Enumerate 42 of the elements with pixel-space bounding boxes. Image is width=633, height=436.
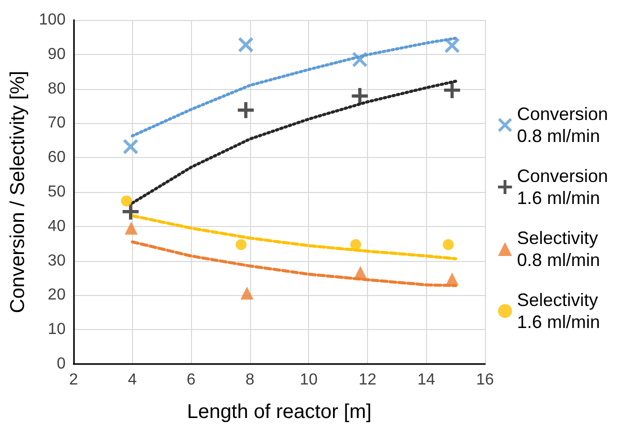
x-tick-label: 10 — [300, 372, 318, 388]
point — [238, 102, 254, 118]
y-tick-label: 10 — [48, 321, 66, 338]
point — [446, 272, 459, 286]
point — [238, 37, 254, 52]
point — [442, 239, 454, 250]
y-tick-label: 50 — [48, 184, 66, 200]
y-tick-label: 90 — [48, 46, 66, 63]
y-tick-label: 30 — [48, 252, 66, 270]
point — [124, 222, 138, 235]
point — [240, 286, 254, 300]
y-tick-label: 60 — [48, 149, 66, 166]
x-tick-label: 8 — [245, 372, 254, 388]
point — [444, 38, 460, 53]
point — [121, 195, 132, 206]
y-axis-title: Conversion / Selectivity [%] — [7, 70, 29, 314]
point — [123, 139, 138, 154]
line-series — [130, 240, 458, 288]
y-tick-label: 70 — [48, 114, 66, 132]
x-tick-label: 2 — [69, 372, 78, 388]
legend-label: Conversion 1.6 ml/min — [517, 166, 614, 208]
point — [350, 239, 362, 250]
x-tick-label: 16 — [476, 372, 494, 388]
x-axis-title: Length of reactor [m] — [187, 401, 372, 423]
legend-label: Selectivity 0.8 ml/min — [517, 228, 604, 270]
x-tick-label: 14 — [417, 372, 436, 388]
point — [236, 239, 247, 250]
point — [444, 82, 460, 98]
point — [352, 52, 368, 68]
y-tick-label: 20 — [48, 286, 66, 304]
y-tick-label: 100 — [38, 12, 66, 28]
point — [122, 204, 139, 220]
legend-label: Selectivity 1.6 ml/min — [517, 290, 604, 332]
legend-label: Conversion 0.8 ml/min — [517, 104, 614, 146]
y-tick-label: 0 — [56, 356, 66, 372]
point — [352, 88, 368, 104]
x-tick-label: 4 — [128, 372, 137, 388]
y-tick-label: 80 — [48, 80, 66, 98]
x-tick-label: 6 — [186, 372, 196, 388]
point — [354, 266, 367, 279]
x-tick-label: 12 — [358, 372, 376, 388]
y-tick-label: 40 — [48, 218, 66, 235]
